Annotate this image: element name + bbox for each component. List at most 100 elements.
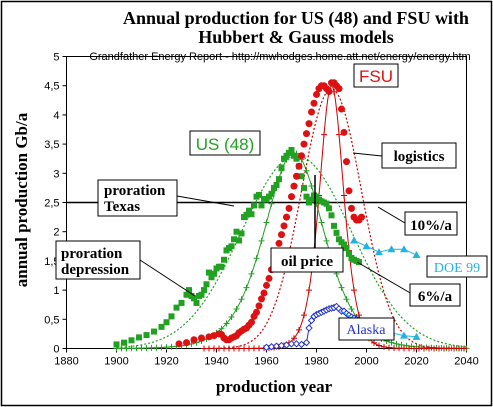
fsu-point [340,128,348,136]
alaska-label: Alaska [347,323,387,338]
ten-pct-box [404,211,458,236]
logistics-label-box [381,142,457,169]
us48-point [278,164,285,171]
us48-point [243,211,250,218]
annotation-us48: US (48) [189,130,261,156]
y-tick-label: 1 [53,285,59,297]
fsu-point [310,99,318,107]
fsu-point [305,120,313,128]
us48-point [343,245,350,252]
oil-price-box [270,247,344,273]
alaska-point [287,340,296,348]
y-tick-label: 2 [53,227,59,239]
us48-point [198,291,205,298]
proration-texas-line2: Texas [104,199,140,215]
fsu-point [358,213,365,221]
us48-point [236,237,242,244]
us48-point [208,274,215,281]
axis-ticks: 1880 1900 1920 1940 1960 1980 2000 2020 2040 0 0,5… [44,52,479,368]
alaska-point [305,324,313,332]
annotation-fsu: FSU [353,63,399,88]
chart-subtitle: Hubbert & Gauss models [198,27,394,47]
us48-point [193,299,200,306]
proration-texas-box [97,179,178,217]
fsu-label: FSU [359,67,393,86]
model-point [233,305,240,312]
us48-point [211,270,217,277]
us48-point [308,196,315,203]
doe99-point [400,245,408,253]
six-pct-pointer [356,261,413,295]
fsu-point [258,295,265,303]
fsu-point [290,182,298,190]
fsu-point [255,302,263,310]
fsu-point [275,239,283,247]
model-point [388,339,395,346]
us48-point [136,334,142,341]
model-curves [113,84,470,352]
fsu-point [288,193,295,201]
proration-depression-pointer [139,259,196,297]
us48-point [163,319,170,326]
us48-point [151,328,157,335]
us48-point [228,243,235,250]
model-point [376,342,382,349]
us48-point [256,191,262,198]
fsu-point [265,274,273,282]
us48-point [268,190,275,197]
annotation-alaska: Alaska [338,317,395,341]
doe99-box [426,255,488,278]
x-tick-label: 1900 [104,356,128,368]
y-axis-title: annual production Gb/a [12,112,31,287]
doe99-point [387,245,396,253]
us48-point [186,287,192,294]
model-point [218,325,225,332]
model-point [336,131,342,138]
model-point [321,131,327,138]
us48-point [238,230,245,237]
model-point [351,287,357,294]
fsu-label-box [353,63,399,88]
six-pct-box [409,283,461,307]
model-point [393,340,400,347]
us48-point [323,200,330,207]
model-point [398,341,405,348]
fsu-point [348,204,355,212]
model-point [268,200,275,207]
us48-point [356,259,362,266]
us48-point [276,176,282,183]
x-tick-label: 1920 [154,356,178,368]
model-point [343,296,350,303]
fsu-point [248,318,255,326]
model-point [248,270,255,277]
model-point [323,237,330,244]
annotation-ten-pct: 10%/a [377,206,458,236]
us48-point [258,202,265,209]
proration-texas-pointer [176,195,235,207]
x-axis-title: production year [216,377,333,396]
model-point [308,182,315,189]
fsu-point [183,339,190,347]
x-tick-label: 2000 [354,356,378,368]
us48-point [128,337,135,344]
model-point [238,296,245,303]
annotation-proration-depression: proration depression [55,240,196,297]
fsu-point [300,140,308,148]
data-marks [113,79,421,352]
annotation-logistics: logistics [352,142,457,169]
us48-point [233,228,240,235]
annotation-oil-price: oil price [270,175,344,273]
y-tick-label: 4,5 [44,81,59,93]
annotation-six-pct: 6%/a [356,261,461,307]
fsu-point [260,289,268,297]
us48-point [303,193,310,200]
model-point [258,237,265,244]
us48-point [328,212,335,219]
model-curve [116,155,467,349]
us48-point [221,256,227,263]
annotation-doe99: DOE 99 [426,255,488,278]
alaska-point [302,338,311,347]
fsu-point [280,222,288,230]
model-point [243,284,250,291]
